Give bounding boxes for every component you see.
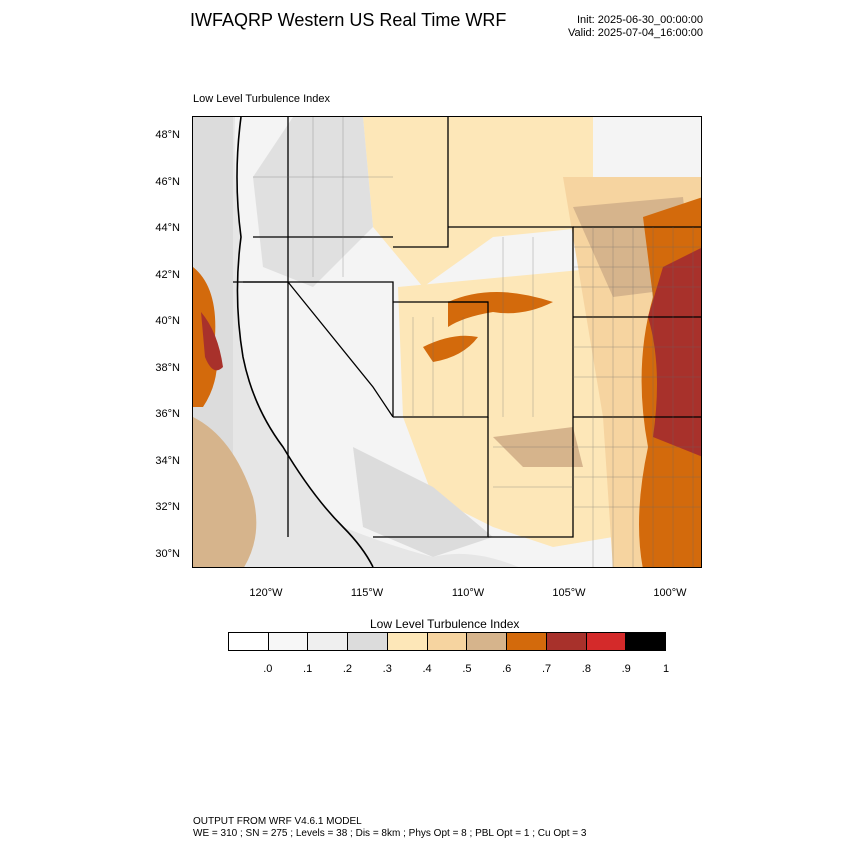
colorbar-swatch — [427, 633, 468, 650]
lat-label: 36°N — [155, 408, 180, 420]
colorbar-swatch — [268, 633, 309, 650]
colorbar-swatch — [467, 633, 508, 650]
orange-band-utah — [423, 335, 478, 362]
colorbar-tick-label: .7 — [541, 663, 552, 675]
valid-time: Valid: 2025-07-04_16:00:00 — [568, 27, 703, 39]
lon-label: 100°W — [653, 587, 687, 599]
orange-band-north — [448, 292, 553, 327]
lon-label: 120°W — [249, 587, 283, 599]
lat-label: 46°N — [155, 176, 180, 188]
colorbar-tick-label: .5 — [462, 663, 472, 675]
colorbar-swatch — [626, 633, 666, 650]
chart-title: IWFAQRP Western US Real Time WRF — [190, 10, 507, 30]
colorbar-title: Low Level Turbulence Index — [370, 617, 520, 631]
colorbar-swatch — [348, 633, 388, 650]
colorbar — [228, 632, 666, 651]
lat-label: 32°N — [155, 501, 180, 513]
colorbar-swatch — [586, 633, 627, 650]
county-lines — [253, 117, 701, 567]
coastline — [236, 117, 374, 567]
colorbar-tick-label: .9 — [621, 663, 631, 675]
lat-label: 30°N — [155, 548, 180, 560]
init-time: Init: 2025-06-30_00:00:00 — [577, 14, 703, 26]
footer-config: WE = 310 ; SN = 275 ; Levels = 38 ; Dis … — [193, 828, 587, 839]
offshore-red — [201, 312, 223, 371]
lon-label: 110°W — [451, 587, 485, 599]
red-plains — [648, 248, 701, 457]
map-label: Low Level Turbulence Index — [193, 93, 330, 105]
gray-southwest — [353, 447, 493, 557]
lat-label: 48°N — [155, 129, 180, 141]
colorbar-tick-label: .4 — [422, 663, 432, 675]
colorbar-tick-label: .6 — [502, 663, 512, 675]
map-panel — [192, 116, 702, 568]
colorbar-tick-label: .1 — [303, 663, 313, 675]
map-canvas — [193, 117, 701, 567]
colorbar-tick-label: .3 — [382, 663, 392, 675]
colorbar-tick-label: .2 — [342, 663, 353, 675]
colorbar-tick-label: .0 — [263, 663, 273, 675]
colorbar-tick-label: .8 — [581, 663, 591, 675]
colorbar-swatch — [229, 633, 269, 650]
tan-north — [363, 117, 593, 287]
colorbar-swatch — [546, 633, 587, 650]
footer-model: OUTPUT FROM WRF V4.6.1 MODEL — [193, 816, 362, 827]
colorbar-swatch — [308, 633, 349, 650]
lon-label: 115°W — [350, 587, 384, 599]
state-boundaries — [233, 117, 701, 538]
lat-label: 38°N — [155, 362, 180, 374]
lat-label: 42°N — [155, 269, 180, 281]
lon-label: 105°W — [552, 587, 586, 599]
offshore-tan — [193, 417, 257, 567]
colorbar-tick-label: 1 — [662, 663, 670, 675]
lat-label: 40°N — [155, 315, 180, 327]
colorbar-swatch — [387, 633, 428, 650]
lat-label: 34°N — [155, 455, 180, 467]
colorbar-swatch — [507, 633, 547, 650]
lat-label: 44°N — [155, 222, 180, 234]
